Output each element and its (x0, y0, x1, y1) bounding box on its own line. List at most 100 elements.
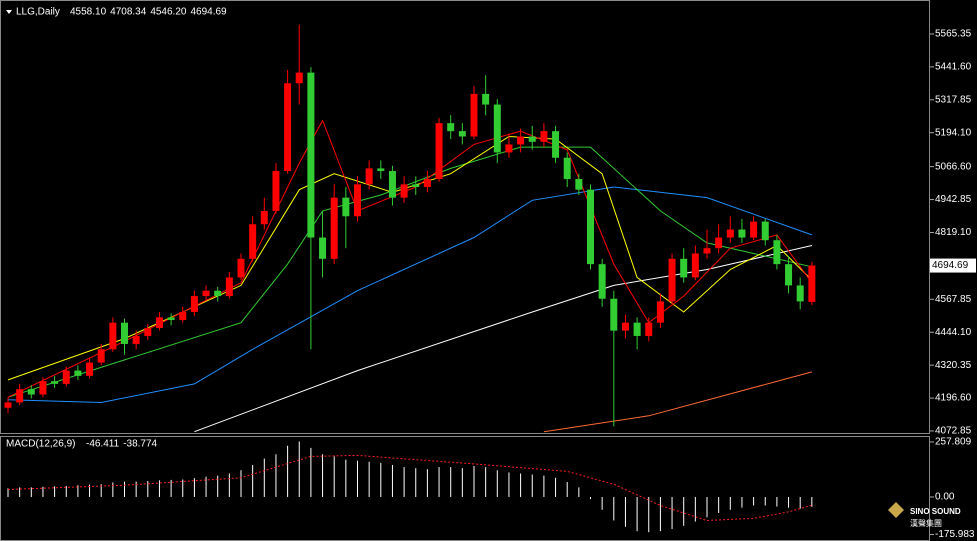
macd-title: MACD(12,26,9) (6, 439, 75, 450)
y-tick-label: 5441.60 (935, 62, 972, 73)
price-tag-label: 4694.69 (932, 260, 969, 271)
macd-header-value: -38.774 (123, 439, 157, 450)
y-tick-label: 5565.35 (935, 29, 972, 40)
macd-header-value: -46.411 (86, 439, 120, 450)
candle-body (447, 123, 455, 132)
candle-body (610, 298, 618, 331)
candle-body (132, 335, 140, 344)
candle-body (645, 322, 653, 336)
candle-body (493, 104, 501, 153)
candle-body (121, 322, 128, 344)
candle-body (633, 322, 641, 336)
y-tick-label: -175.983 (935, 529, 975, 540)
candle-body (330, 197, 338, 259)
candle-body (16, 389, 24, 403)
y-tick-label: 4196.60 (935, 393, 972, 404)
candle-body (587, 189, 594, 265)
candle-body (86, 362, 94, 376)
candle-body (237, 258, 245, 278)
candle-body (808, 265, 816, 302)
y-tick-label: 5317.85 (935, 94, 972, 105)
candle-body (97, 349, 105, 363)
candle-body (167, 317, 175, 321)
y-tick-label: 4320.35 (935, 360, 972, 371)
y-tick-label: 4819.10 (935, 227, 972, 238)
candle-body (295, 72, 303, 84)
candle-body (668, 258, 676, 302)
header-value: 4546.20 (150, 7, 187, 18)
candle-body (750, 221, 758, 238)
candle-body (691, 253, 699, 278)
candle-body (202, 290, 210, 297)
y-tick-label: 5194.10 (935, 127, 972, 138)
price-tag-box (930, 258, 976, 273)
candle-body (400, 184, 408, 198)
candle-body (785, 264, 793, 286)
y-tick-label: 4072.85 (935, 426, 972, 437)
candle-body (715, 237, 723, 249)
indicator-line (194, 245, 813, 433)
candle-body (656, 301, 664, 323)
candle-body (249, 224, 257, 259)
y-tick-label: 5066.60 (935, 161, 972, 172)
main-frame (0, 0, 930, 434)
candle-body (39, 381, 47, 395)
candle-body (621, 322, 629, 331)
candle-body (796, 285, 804, 302)
candle-body (342, 197, 350, 217)
candle-body (563, 157, 571, 180)
candle-body (680, 258, 688, 278)
y-tick-label: 4567.85 (935, 294, 972, 305)
candle-body (155, 317, 163, 328)
menu-arrow[interactable] (6, 10, 12, 14)
candle-body (773, 240, 781, 265)
symbol-title: LLG,Daily (16, 7, 60, 18)
candle-body (354, 184, 361, 217)
logo-subtitle: 漢聲集團 (910, 518, 942, 528)
candle-body (260, 210, 268, 225)
candle-body (423, 179, 431, 188)
y-tick-label: 4444.10 (935, 327, 972, 338)
candle-body (761, 221, 769, 241)
macd-values: -46.411 -38.774 (86, 439, 158, 450)
candle-body (435, 123, 443, 180)
candle-body (62, 370, 70, 384)
header-value: 4694.69 (190, 7, 227, 18)
candle-body (458, 131, 466, 137)
candle-body (505, 144, 513, 153)
header-values: 4558.10 4708.34 4546.20 4694.69 (70, 7, 227, 18)
candle-body (27, 389, 35, 395)
candle-body (575, 179, 583, 190)
indicator-line (7, 186, 813, 404)
logo-name: SINO SOUND (910, 507, 961, 516)
candle-body (74, 370, 82, 376)
y-tick-label: 0.00 (935, 492, 955, 503)
candle-body (225, 277, 233, 297)
candle-body (517, 136, 525, 145)
y-tick-label: 257.809 (935, 437, 972, 448)
candle-body (377, 168, 385, 172)
logo: SINO SOUND 漢聲集團 (888, 502, 961, 528)
logo-icon (888, 502, 904, 518)
candle-body (470, 93, 478, 137)
candle-body (319, 237, 327, 259)
candle-body (738, 229, 746, 238)
y-tick-label: 4942.85 (935, 194, 972, 205)
candle-body (412, 184, 420, 188)
candle-body (540, 131, 548, 142)
header-value: 4708.34 (110, 7, 147, 18)
candle-body (552, 131, 560, 158)
candle-body (307, 72, 315, 238)
candle-body (365, 168, 373, 185)
candle-body (703, 248, 711, 254)
candle-body (4, 402, 12, 408)
candle-body (144, 327, 152, 336)
candle-body (190, 296, 198, 313)
candle-body (214, 290, 222, 297)
candle-body (284, 83, 292, 172)
header-value: 4558.10 (70, 7, 107, 18)
candle-body (726, 229, 734, 238)
candle-body (272, 171, 280, 211)
